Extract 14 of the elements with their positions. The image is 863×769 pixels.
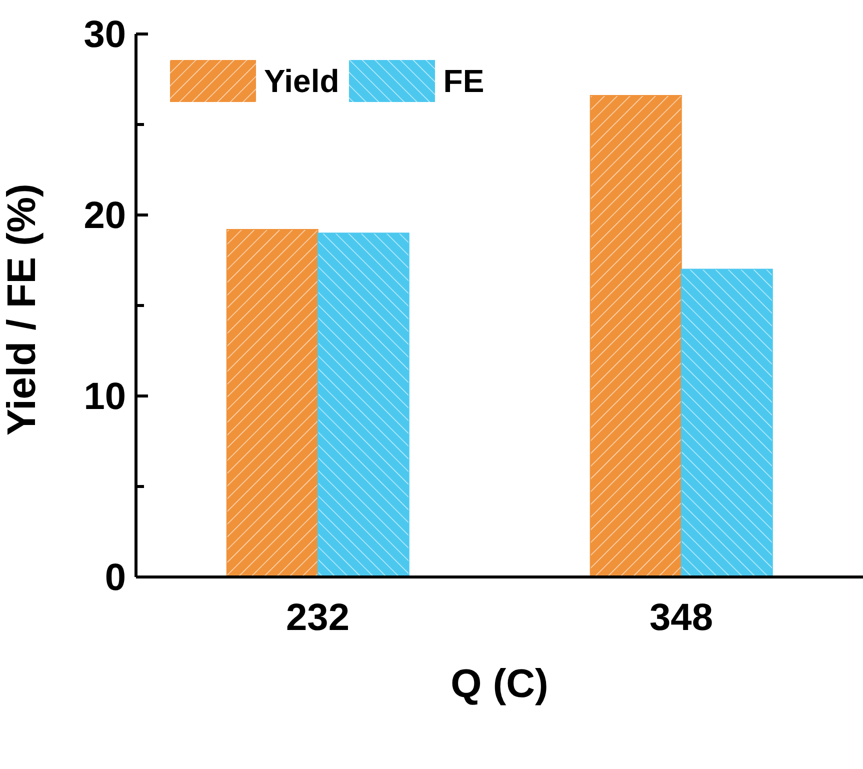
- x-axis-title: Q (C): [450, 662, 548, 706]
- x-tick-label: 232: [286, 596, 350, 639]
- y-axis-title: Yield / FE (%): [0, 184, 44, 436]
- bar: [226, 228, 318, 577]
- y-tick-label: 10: [84, 376, 126, 418]
- y-tick-label: 20: [84, 195, 126, 237]
- bar: [680, 268, 773, 577]
- y-tick-label: 0: [104, 557, 126, 599]
- x-tick-label: 348: [650, 596, 713, 639]
- legend-label: Yield: [264, 62, 340, 100]
- legend-label: FE: [443, 62, 484, 100]
- y-tick-label: 30: [84, 14, 126, 56]
- bar: [317, 232, 410, 577]
- bar: [590, 95, 682, 577]
